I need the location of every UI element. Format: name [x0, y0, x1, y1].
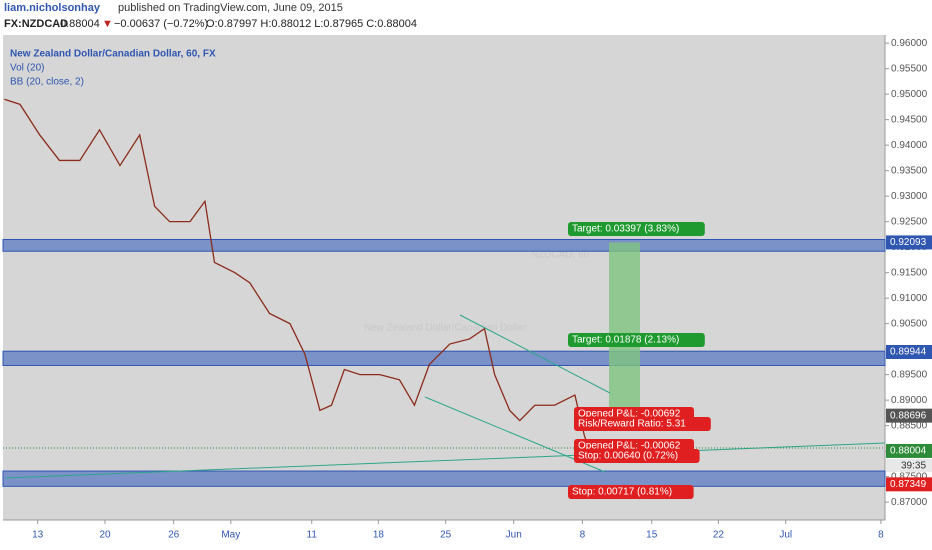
zone — [2, 470, 886, 487]
y-tick-label: 0.93000 — [891, 191, 928, 202]
watermark: NZDCAD, 60 — [531, 250, 590, 261]
y-tick-label: 0.92500 — [891, 216, 928, 227]
symbol: FX:NZDCAD — [4, 18, 68, 30]
y-tick-label: 0.95000 — [891, 89, 928, 100]
price-tag — [886, 443, 932, 458]
price-tag — [886, 235, 932, 250]
x-tick-label: 15 — [646, 530, 658, 541]
y-tick-label: 0.89500 — [891, 369, 928, 380]
x-tick-label: Jun — [506, 530, 522, 541]
y-tick-label: 0.87000 — [891, 497, 928, 508]
trendline — [4, 442, 886, 479]
y-tick-label: 0.91000 — [891, 293, 928, 304]
annotation-box — [568, 333, 705, 347]
last-price: 0.88004 — [60, 18, 100, 30]
y-tick-label: 0.94000 — [891, 140, 928, 151]
layer — [2, 98, 886, 487]
countdown: 39:35 — [901, 461, 926, 472]
annotation: Target: 0.03397 (3.83%) — [572, 224, 679, 235]
price-tag — [886, 345, 932, 360]
zone — [2, 239, 886, 252]
y-tick-label: 0.88500 — [891, 420, 928, 431]
ohlc: O:0.87997 H:0.88012 L:0.87965 C:0.88004 — [206, 18, 417, 30]
annotation: Opened P&L: -0.00692 — [578, 409, 681, 420]
x-tick-label: 26 — [168, 530, 180, 541]
y-tick-label: 0.93500 — [891, 165, 928, 176]
annotation-box — [568, 222, 705, 236]
x-tick-label: 13 — [32, 530, 44, 541]
countdown-box — [886, 458, 932, 472]
price-line — [4, 98, 599, 458]
change: −0.00637 (−0.72%) — [114, 18, 208, 30]
price-tag-label: 0.88004 — [890, 446, 927, 457]
zone — [2, 350, 886, 366]
annotation-box — [574, 417, 711, 431]
annotation-box — [574, 449, 700, 463]
price-tag — [886, 477, 932, 492]
y-tick-label: 0.96000 — [891, 38, 928, 49]
published: published on TradingView.com, June 09, 2… — [118, 2, 343, 14]
y-tick-label: 0.87500 — [891, 471, 928, 482]
annotation: Stop: 0.00717 (0.81%) — [572, 487, 672, 498]
price-tag-label: 0.88696 — [890, 410, 927, 421]
x-tick-label: 22 — [713, 530, 725, 541]
author[interactable]: liam.nicholsonhay — [4, 2, 101, 14]
x-tick-label: Jul — [779, 530, 792, 541]
x-tick-label: 8 — [580, 530, 586, 541]
x-tick-label: 18 — [373, 530, 385, 541]
y-tick-label: 0.91500 — [891, 267, 928, 278]
watermark-sub: New Zealand Dollar/Canadian Dollar — [364, 323, 527, 334]
y-tick-label: 0.89000 — [891, 395, 928, 406]
price-tag-label: 0.89944 — [890, 347, 927, 358]
price-tag — [886, 408, 932, 423]
down-arrow: ▼ — [102, 18, 113, 30]
y-tick-label: 0.95500 — [891, 63, 928, 74]
indicator: BB (20, close, 2) — [10, 77, 84, 88]
annotation-box — [568, 485, 694, 499]
trendline — [459, 314, 611, 394]
annotation: Risk/Reward Ratio: 5.31 — [578, 419, 686, 430]
x-tick-label: 8 — [878, 530, 884, 541]
x-tick-label: May — [221, 530, 240, 541]
annotation: Stop: 0.00640 (0.72%) — [578, 451, 678, 462]
price-tag-label: 0.87349 — [890, 479, 927, 490]
target-zone — [609, 242, 640, 416]
plot-area — [3, 35, 885, 520]
annotation: Opened P&L: -0.00062 — [578, 441, 681, 452]
chart-title: New Zealand Dollar/Canadian Dollar, 60, … — [10, 49, 216, 60]
annotation: Target: 0.01878 (2.13%) — [572, 335, 679, 346]
y-tick-label: 0.90500 — [891, 318, 928, 329]
price-tag-label: 0.92093 — [890, 237, 927, 248]
x-tick-label: 20 — [99, 530, 111, 541]
x-tick-label: 25 — [440, 530, 452, 541]
y-tick-label: 0.94500 — [891, 114, 928, 125]
indicator: Vol (20) — [10, 63, 44, 74]
x-tick-label: 11 — [307, 530, 318, 541]
